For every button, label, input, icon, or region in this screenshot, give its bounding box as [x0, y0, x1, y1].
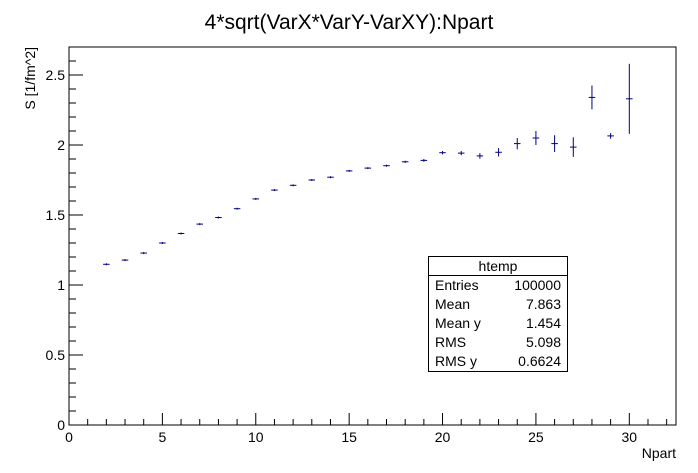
data-point: [215, 216, 222, 219]
y-tick-label: 2: [57, 137, 65, 153]
y-tick-label: 0: [57, 417, 65, 433]
data-point: [439, 151, 446, 155]
data-point: [345, 169, 353, 172]
y-axis-label: S [1/fm^2]: [22, 47, 38, 110]
y-tick-label: 2.5: [46, 67, 66, 83]
data-point: [159, 242, 166, 244]
data-point: [177, 232, 185, 235]
y-tick-label: 1.5: [46, 207, 66, 223]
data-point: [383, 164, 390, 167]
data-point: [607, 133, 614, 139]
data-point: [495, 148, 502, 157]
stats-row-mean-y: Mean y 1.454: [429, 314, 567, 333]
stats-row-rms-y: RMS y 0.6624: [429, 352, 567, 371]
x-axis-label: Npart: [642, 445, 676, 461]
data-point: [308, 179, 316, 181]
stats-label: Mean y: [435, 315, 481, 331]
data-point: [476, 153, 484, 159]
stats-row-rms: RMS 5.098: [429, 333, 567, 352]
data-point: [289, 184, 297, 187]
stats-row-entries: Entries 100000: [429, 276, 567, 295]
stats-value: 1.454: [525, 315, 561, 331]
x-tick-label: 10: [248, 429, 264, 445]
x-axis: 0 5 10 15 20 25 30: [65, 413, 668, 445]
data-point: [570, 137, 577, 157]
data-point: [252, 197, 260, 200]
data-point: [551, 135, 558, 152]
data-point: [140, 252, 147, 255]
stats-row-mean: Mean 7.863: [429, 295, 567, 314]
stats-value: 100000: [514, 277, 561, 293]
data-point: [532, 131, 540, 145]
data-point: [401, 160, 409, 163]
stats-value: 5.098: [525, 334, 561, 350]
stats-label: RMS y: [435, 353, 477, 369]
x-tick-label: 20: [435, 429, 451, 445]
data-point: [271, 189, 278, 192]
data-point: [364, 167, 372, 170]
stats-title: htemp: [429, 257, 567, 276]
data-point: [327, 176, 334, 179]
stats-value: 7.863: [525, 296, 561, 312]
x-tick-label: 0: [65, 429, 73, 445]
plot-frame: [68, 46, 677, 426]
data-series: [103, 63, 633, 266]
data-point: [121, 259, 129, 262]
stats-label: Mean: [435, 296, 471, 312]
chart-title: 4*sqrt(VarX*VarY-VarXY):Npart: [205, 11, 494, 34]
data-point: [513, 138, 521, 150]
data-point: [457, 151, 465, 156]
stats-label: RMS: [435, 334, 467, 350]
data-point: [196, 223, 204, 226]
data-point: [420, 159, 428, 162]
data-point: [103, 263, 110, 266]
data-point: [588, 85, 596, 110]
data-point: [626, 63, 633, 134]
y-tick-label: 1: [57, 277, 65, 293]
data-point: [233, 207, 241, 210]
y-tick-label: 0.5: [46, 347, 66, 363]
stats-value: 0.6624: [518, 353, 561, 369]
x-tick-label: 25: [528, 429, 544, 445]
x-tick-label: 30: [622, 429, 638, 445]
x-tick-label: 15: [341, 429, 357, 445]
stats-label: Entries: [435, 277, 479, 293]
x-tick-label: 5: [158, 429, 166, 445]
stats-box: htemp Entries 100000 Mean 7.863 Mean y 1…: [428, 256, 568, 372]
y-axis: 0 0.5 1 1.5 2 2.5: [46, 46, 83, 433]
